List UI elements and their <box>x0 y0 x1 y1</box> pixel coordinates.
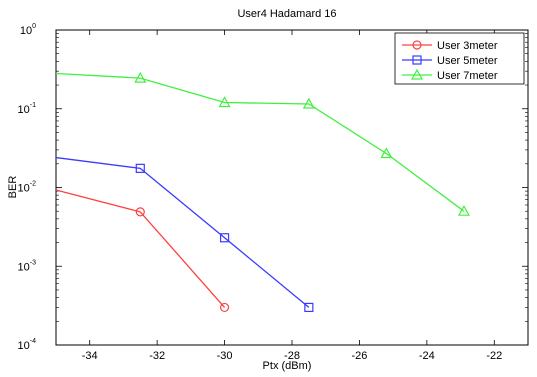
y-tick-label: 10-4 <box>18 338 37 352</box>
data-point-triangle <box>134 71 147 83</box>
data-point-circle <box>135 207 145 217</box>
x-tick-label: -28 <box>284 350 300 362</box>
series-line <box>55 156 310 308</box>
data-point-square <box>304 302 314 313</box>
y-tick-label: 10-1 <box>18 102 37 116</box>
data-point-square <box>219 233 230 243</box>
x-tick-label: -34 <box>82 350 98 362</box>
series-layer <box>55 71 470 313</box>
x-tick-label: -22 <box>486 350 502 362</box>
y-tick-label: 100 <box>20 23 36 37</box>
y-tick-label: 10-2 <box>18 181 37 195</box>
data-point-square <box>412 55 422 65</box>
x-tick-label: -26 <box>351 350 367 362</box>
legend-entry: User 3meter <box>402 40 498 52</box>
x-tick-label: -30 <box>217 350 233 362</box>
legend-entry: User 5meter <box>402 55 498 67</box>
data-point-triangle <box>302 97 315 109</box>
series-line <box>55 189 226 308</box>
series-3 <box>55 71 470 216</box>
data-point-circle <box>219 302 230 313</box>
legend-entry: User 7meter <box>402 68 498 82</box>
x-tick-label: -32 <box>149 350 165 362</box>
y-axis-label: BER <box>7 176 19 199</box>
legend-label: User 5meter <box>437 55 498 67</box>
x-tick-label: -24 <box>419 350 435 362</box>
x-axis-label: Ptx (dBm) <box>263 360 312 372</box>
legend-label: User 3meter <box>437 40 498 52</box>
data-point-triangle <box>410 68 424 80</box>
series-1 <box>55 189 230 313</box>
legend-label: User 7meter <box>437 70 498 82</box>
chart-title: User4 Hadamard 16 <box>237 8 336 20</box>
series-2 <box>55 156 314 313</box>
y-axis: 10-4 10-3 10-2 10-1 100 <box>18 23 528 352</box>
data-point-square <box>135 163 145 173</box>
y-tick-label: 10-3 <box>18 259 37 273</box>
data-point-circle <box>412 40 422 50</box>
data-point-triangle <box>218 96 231 108</box>
x-axis: -34 -32 -30 -28 -26 -24 -22 <box>82 30 502 362</box>
series-line <box>55 72 465 212</box>
data-point-triangle <box>457 204 470 216</box>
legend: User 3meter User 5meter User 7meter <box>394 32 525 85</box>
data-point-triangle <box>380 147 393 159</box>
